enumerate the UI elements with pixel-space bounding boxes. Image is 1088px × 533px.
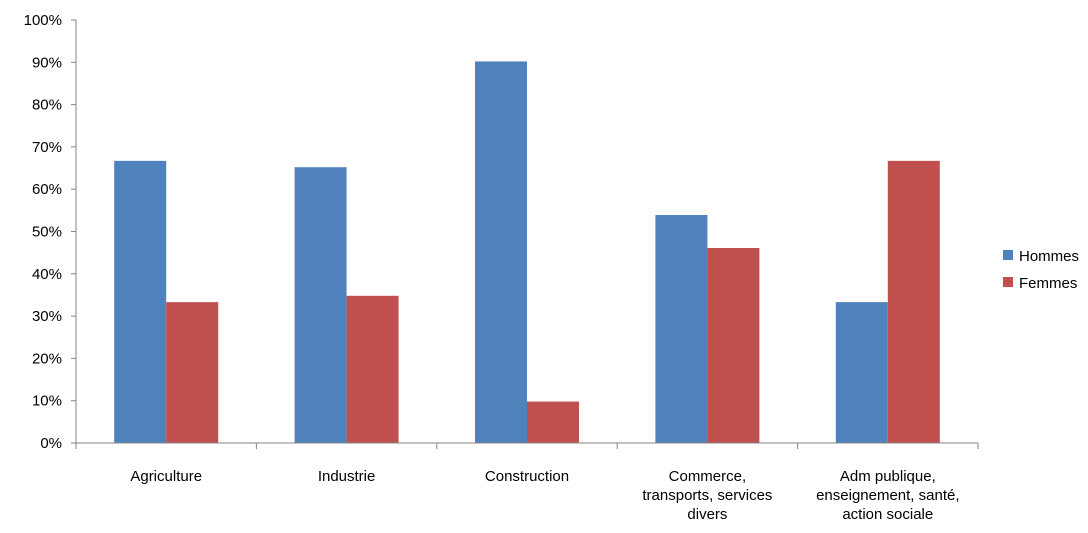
bar-hommes-3 <box>475 61 527 443</box>
x-axis: Agriculture Industrie Construction Commerce… <box>75 442 979 523</box>
x-tick-label: Commerce, transports, services divers <box>642 468 772 523</box>
legend-swatch-femmes <box>1003 277 1013 287</box>
y-tick-label: 20% <box>32 350 62 367</box>
y-tick-label: 100% <box>24 12 62 29</box>
bars <box>114 61 940 444</box>
y-tick-label: 60% <box>32 181 62 198</box>
bar-hommes-2 <box>294 167 347 444</box>
bar-femmes-4 <box>707 247 760 443</box>
legend-label-hommes: Hommes <box>1019 248 1079 265</box>
y-tick-label: 50% <box>32 224 62 241</box>
bar-hommes-5 <box>835 302 888 443</box>
legend-swatch-hommes <box>1003 250 1013 260</box>
legend-label-femmes: Femmes <box>1019 275 1077 292</box>
x-tick-label: Construction <box>485 468 569 485</box>
x-tick-label: Agriculture <box>130 468 202 485</box>
y-axis: 0% 10% 20% 30% 40% 50% 60% 70% 80% 90% 100% <box>24 12 77 452</box>
bar-femmes-5 <box>887 160 940 443</box>
y-tick-label: 90% <box>32 54 62 71</box>
y-tick-label: 70% <box>32 139 62 156</box>
y-tick-label: 80% <box>32 97 62 114</box>
y-tick-label: 0% <box>40 435 62 452</box>
bar-hommes-1 <box>114 160 167 443</box>
x-tick-label: Industrie <box>318 468 376 485</box>
y-tick-label: 30% <box>32 308 62 325</box>
bar-femmes-2 <box>346 295 399 443</box>
legend: Hommes Femmes <box>1003 248 1079 292</box>
bar-hommes-4 <box>655 215 708 443</box>
y-tick-label: 40% <box>32 266 62 283</box>
y-tick-label: 10% <box>32 393 62 410</box>
x-tick-label: Adm publique, enseignement, santé, action … <box>816 468 959 523</box>
bar-femmes-3 <box>527 401 579 443</box>
bar-femmes-1 <box>166 302 219 443</box>
